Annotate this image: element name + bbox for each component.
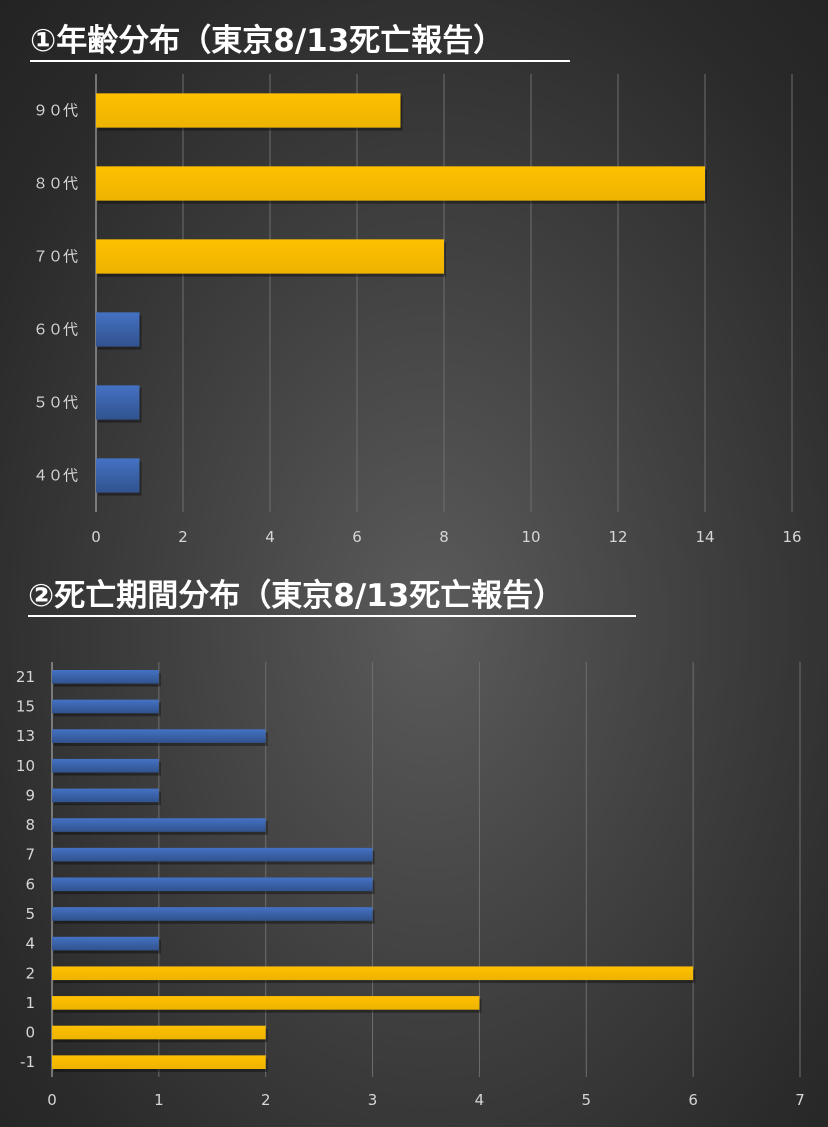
chart1-category-label: ４０代 — [33, 467, 78, 485]
chart1-x-tick-label: 0 — [91, 528, 101, 546]
chart1-category-label: ９０代 — [33, 102, 78, 120]
chart1-bar — [96, 166, 705, 201]
chart1-x-tick-label: 8 — [439, 528, 449, 546]
chart2-x-tick-label: 5 — [582, 1091, 592, 1109]
chart1-category-label: ５０代 — [33, 394, 78, 412]
chart2-x-tick-label: 6 — [688, 1091, 698, 1109]
chart2-title: ②死亡期間分布（東京8/13死亡報告） — [28, 581, 636, 617]
chart2-category-label: 8 — [25, 816, 35, 834]
chart1-title: ①年齢分布（東京8/13死亡報告） — [30, 26, 570, 62]
chart2-category-label: 4 — [25, 935, 35, 953]
chart1-x-tick-label: 12 — [608, 528, 627, 546]
chart2-category-label: 0 — [25, 1024, 35, 1042]
chart2-bar — [52, 670, 159, 684]
chart1-x-tick-label: 16 — [782, 528, 801, 546]
chart2-category-label: -1 — [20, 1053, 35, 1071]
chart2-category-label: 13 — [16, 727, 35, 745]
chart2-bar — [52, 788, 159, 803]
chart2-x-tick-label: 7 — [795, 1091, 805, 1109]
chart2-bar — [52, 729, 266, 743]
chart1-category-label: ７０代 — [33, 248, 78, 266]
chart2-category-label: 5 — [25, 905, 35, 923]
chart2-bar — [52, 847, 373, 862]
chart2-category-label: 21 — [16, 668, 35, 686]
chart2-bar — [52, 936, 159, 951]
chart2-category-label: 1 — [25, 994, 35, 1012]
chart2-category-label: 9 — [25, 786, 35, 804]
chart2-bar — [52, 1055, 266, 1069]
chart2-category-label: 6 — [25, 875, 35, 893]
chart2-category-label: 10 — [16, 757, 35, 775]
chart2-x-tick-label: 0 — [47, 1091, 57, 1109]
chart1-age-distribution: ９０代 ８０代 ７０代 ６０代 ５０代 ４０代 0 2 4 6 8 10 12 14 16 — [33, 74, 802, 546]
chart2-x-tick-label: 4 — [475, 1091, 485, 1109]
chart1-x-tick-label: 6 — [352, 528, 362, 546]
chart1-bar — [96, 312, 140, 347]
chart2-category-label: 7 — [25, 846, 35, 864]
chart1-category-label: ６０代 — [33, 321, 78, 339]
chart1-bar — [96, 385, 140, 420]
chart1-x-tick-label: 2 — [178, 528, 188, 546]
chart2-category-label: 15 — [16, 697, 35, 715]
chart2-bar — [52, 966, 694, 981]
chart2-bar — [52, 758, 159, 773]
chart2-x-tick-label: 3 — [368, 1091, 378, 1109]
chart1-category-label: ８０代 — [33, 175, 78, 193]
chart1-x-tick-label: 10 — [521, 528, 540, 546]
chart2-bar — [52, 996, 480, 1010]
chart2-x-tick-label: 2 — [261, 1091, 271, 1109]
chart1-bar — [96, 239, 444, 274]
chart2-bar — [52, 907, 373, 921]
chart1-bar — [96, 93, 401, 128]
chart2-bar — [52, 877, 373, 892]
chart2-x-tick-label: 1 — [154, 1091, 164, 1109]
chart2-bar — [52, 1025, 266, 1040]
chart2-bar — [52, 818, 266, 832]
chart1-bar — [96, 458, 140, 493]
chart2-bar — [52, 699, 159, 714]
chart1-x-tick-label: 14 — [695, 528, 714, 546]
chart2-category-label: 2 — [25, 964, 35, 982]
chart1-x-tick-label: 4 — [265, 528, 275, 546]
